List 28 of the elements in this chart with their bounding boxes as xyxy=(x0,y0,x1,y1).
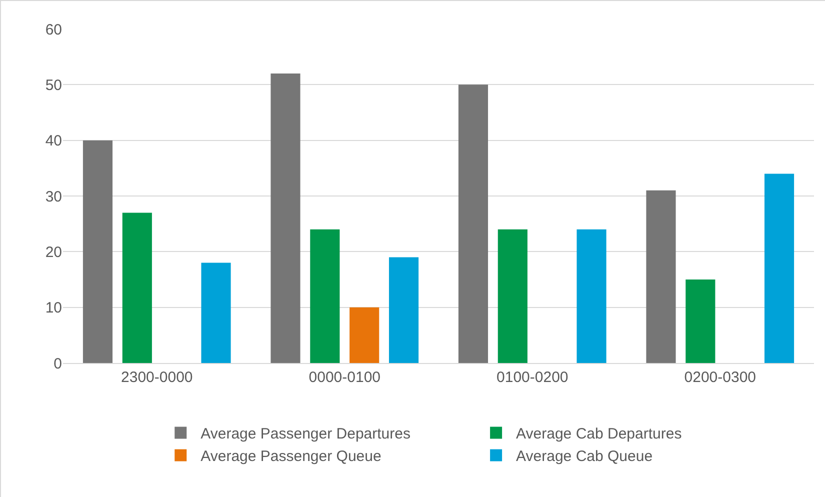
bar xyxy=(122,212,152,363)
legend-label: Average Cab Departures xyxy=(516,426,682,443)
x-tick-label: 0000-0100 xyxy=(308,369,380,386)
y-tick-label: 50 xyxy=(45,76,62,94)
y-tick-label: 40 xyxy=(45,132,62,150)
y-tick-label: 0 xyxy=(54,355,62,372)
y-tick-label: 10 xyxy=(45,300,62,317)
bar xyxy=(764,174,794,363)
y-tick-label: 30 xyxy=(45,188,62,206)
bar xyxy=(388,257,419,363)
bar xyxy=(82,140,113,363)
bar xyxy=(646,190,676,363)
y-tick-label: 60 xyxy=(45,21,62,38)
legend-label: Average Passenger Departures xyxy=(200,426,410,443)
bar xyxy=(458,84,488,363)
y-tick-label: 20 xyxy=(45,244,62,261)
bar xyxy=(686,280,716,363)
x-tick-label: 0200-0300 xyxy=(684,369,756,386)
legend-label: Average Passenger Queue xyxy=(200,448,382,466)
bar xyxy=(310,229,340,363)
legend-label: Average Cab Queue xyxy=(516,448,653,466)
bar xyxy=(270,74,300,363)
bar xyxy=(350,307,380,363)
x-tick-label: 0100-0200 xyxy=(496,369,568,386)
bar xyxy=(498,229,528,363)
bar xyxy=(201,262,231,363)
bar xyxy=(576,229,606,363)
x-tick-label: 2300-0000 xyxy=(121,369,193,386)
